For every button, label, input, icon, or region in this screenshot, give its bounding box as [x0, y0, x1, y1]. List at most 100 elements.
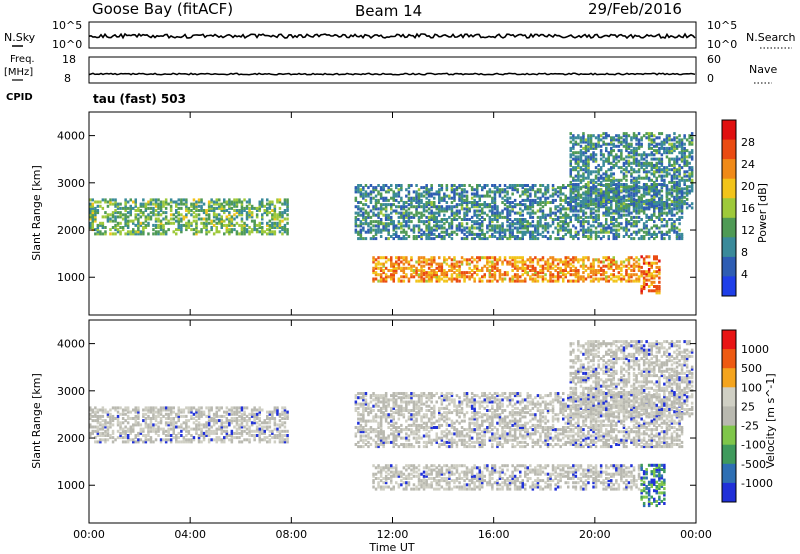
data-cell	[521, 184, 524, 187]
data-cell	[645, 153, 648, 157]
data-cell	[402, 237, 406, 241]
data-cell	[529, 224, 532, 228]
data-cell	[582, 185, 585, 189]
data-cell	[468, 209, 471, 213]
data-cell	[498, 235, 502, 238]
data-cell	[678, 237, 681, 241]
data-cell	[582, 232, 585, 236]
data-cell	[478, 184, 481, 187]
colorbar-swatch	[722, 237, 736, 258]
data-cell	[635, 136, 638, 140]
data-cell	[190, 427, 193, 431]
data-cell	[460, 184, 464, 187]
data-cell	[415, 192, 418, 196]
data-cell	[440, 264, 444, 268]
data-cell	[610, 218, 613, 221]
data-cell	[438, 207, 441, 211]
data-cell	[627, 193, 631, 197]
data-cell	[572, 168, 575, 172]
data-cell	[210, 438, 213, 442]
data-cell	[233, 200, 236, 204]
data-cell	[539, 203, 542, 207]
data-cell	[220, 217, 223, 221]
data-cell	[645, 185, 648, 189]
data-cell	[637, 200, 641, 203]
data-cell	[605, 170, 608, 174]
data-cell	[147, 406, 150, 410]
data-cell	[392, 273, 395, 277]
data-cell	[195, 230, 198, 234]
data-cell	[488, 215, 492, 219]
data-cell	[673, 146, 676, 150]
data-cell	[271, 209, 274, 212]
data-cell	[625, 155, 628, 159]
data-cell	[250, 230, 254, 234]
data-cell	[627, 144, 631, 148]
data-cell	[647, 278, 651, 282]
data-cell	[491, 279, 494, 283]
data-cell	[625, 185, 628, 189]
colorbar-swatch	[722, 120, 736, 141]
data-cell	[529, 201, 532, 204]
data-cell	[645, 206, 648, 210]
data-cell	[121, 427, 125, 431]
data-cell	[448, 235, 451, 238]
data-cell	[435, 218, 438, 221]
data-cell	[94, 206, 97, 210]
data-cell	[630, 211, 633, 215]
data-cell	[286, 228, 289, 232]
data-cell	[187, 410, 191, 414]
data-cell	[632, 136, 636, 140]
data-cell	[653, 202, 656, 206]
data-cell	[521, 226, 524, 230]
data-cell	[190, 417, 193, 420]
data-cell	[688, 174, 691, 178]
data-cell	[207, 419, 211, 423]
data-cell	[147, 429, 150, 433]
data-cell	[498, 273, 502, 277]
data-cell	[111, 202, 115, 206]
data-cell	[159, 223, 163, 227]
data-cell	[647, 191, 651, 195]
data-cell	[379, 230, 383, 234]
data-cell	[655, 287, 658, 291]
data-cell	[612, 258, 615, 262]
data-cell	[678, 140, 681, 144]
data-cell	[668, 191, 671, 195]
data-cell	[162, 228, 165, 232]
data-cell	[670, 149, 674, 153]
data-cell	[450, 207, 454, 211]
data-cell	[159, 438, 163, 442]
data-cell	[678, 191, 681, 195]
data-cell	[632, 262, 636, 266]
data-cell	[187, 221, 191, 225]
data-cell	[564, 269, 567, 272]
data-cell	[433, 220, 436, 224]
data-cell	[438, 198, 441, 202]
data-cell	[508, 196, 512, 200]
data-cell	[627, 189, 631, 193]
data-cell	[101, 410, 105, 414]
data-cell	[546, 230, 550, 234]
data-cell	[562, 226, 565, 230]
data-cell	[255, 223, 259, 227]
data-cell	[372, 188, 375, 192]
data-cell	[642, 211, 646, 215]
data-cell	[233, 198, 236, 202]
data-cell	[106, 412, 110, 416]
data-cell	[506, 262, 509, 266]
data-cell	[569, 159, 572, 163]
data-cell	[379, 222, 383, 226]
data-cell	[215, 429, 218, 433]
data-cell	[544, 277, 547, 281]
data-cell	[655, 163, 658, 167]
data-cell	[177, 431, 180, 435]
data-cell	[250, 206, 254, 210]
data-cell	[190, 414, 193, 418]
data-cell	[602, 271, 605, 275]
data-cell	[286, 209, 289, 212]
data-cell	[632, 222, 636, 226]
data-cell	[96, 417, 100, 420]
data-cell	[605, 194, 608, 198]
data-cell	[400, 184, 403, 187]
